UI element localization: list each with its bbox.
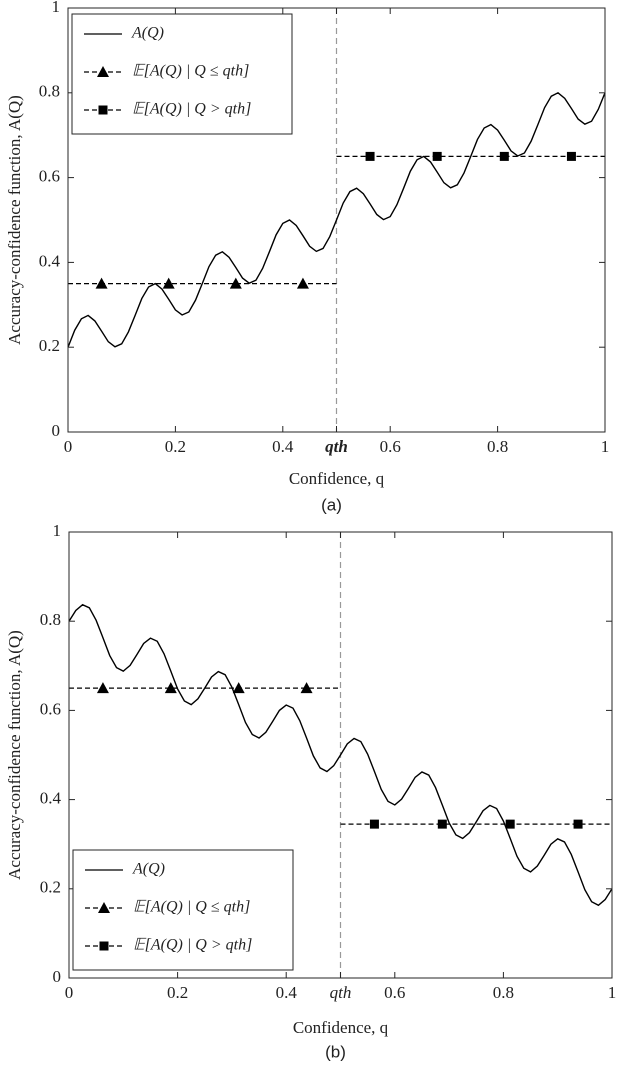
y-tick-label: 0.4 [40, 789, 62, 808]
legend-label: A(Q) [131, 25, 164, 42]
caption: (b) [325, 1042, 346, 1061]
y-tick-label: 0.8 [39, 82, 60, 101]
legend-label: A(Q) [132, 861, 165, 878]
x-tick-label: 0 [64, 437, 73, 456]
x-tick-label: 0.6 [384, 983, 405, 1002]
square-marker [437, 819, 447, 829]
x-tick-label: 0.8 [493, 983, 514, 1002]
x-tick-label: 0.4 [276, 983, 298, 1002]
x-tick-label: 0.4 [272, 437, 294, 456]
x-tick-label: 0.2 [167, 983, 188, 1002]
y-axis-label: Accuracy-confidence function, A(Q) [5, 630, 24, 880]
y-tick-label: 0 [52, 421, 61, 440]
x-tick-label: 0.2 [165, 437, 186, 456]
square-marker [573, 819, 583, 829]
legend: A(Q) 𝔼[A(Q) | Q ≤ qth] 𝔼[A(Q) | Q > qth] [71, 13, 293, 135]
y-tick-label: 0.6 [40, 699, 61, 718]
triangle-marker [162, 277, 175, 289]
curve [68, 603, 613, 907]
y-tick-label: 0.8 [40, 610, 61, 629]
x-tick-label: 0.6 [380, 437, 401, 456]
square-marker [566, 151, 576, 161]
x-axis-label: Confidence, q [289, 469, 385, 488]
legend-marker [98, 902, 110, 913]
y-tick-label: 0.6 [39, 167, 60, 186]
legend-label: 𝔼[A(Q) | Q > qth] [132, 101, 251, 118]
x-tick-label: 0 [65, 983, 74, 1002]
x-tick-label: 1 [601, 437, 610, 456]
legend-marker [97, 66, 109, 77]
triangle-marker [300, 682, 313, 694]
triangle-marker [95, 277, 108, 289]
y-tick-label: 0 [53, 967, 62, 986]
x-tick-label: qth [325, 437, 348, 456]
triangle-marker [164, 682, 177, 694]
y-tick-label: 1 [53, 521, 62, 540]
legend-label: 𝔼[A(Q) | Q > qth] [133, 937, 252, 954]
square-marker [505, 819, 515, 829]
square-marker [365, 151, 375, 161]
x-axis-label: Confidence, q [293, 1018, 389, 1037]
x-tick-label: 0.8 [487, 437, 508, 456]
triangle-marker [296, 277, 309, 289]
y-tick-label: 0.2 [40, 878, 61, 897]
legend-label: 𝔼[A(Q) | Q ≤ qth] [133, 899, 250, 916]
legend-marker [98, 105, 108, 115]
y-tick-label: 0.4 [39, 251, 61, 270]
triangle-marker [232, 682, 245, 694]
x-tick-label: qth [330, 983, 352, 1002]
square-marker [432, 151, 442, 161]
caption: (a) [321, 495, 342, 514]
square-marker [499, 151, 509, 161]
legend-marker [99, 941, 109, 951]
triangle-marker [229, 277, 242, 289]
legend: A(Q) 𝔼[A(Q) | Q ≤ qth] 𝔼[A(Q) | Q > qth] [72, 849, 294, 971]
square-marker [369, 819, 379, 829]
y-tick-label: 1 [52, 0, 61, 16]
x-tick-label: 1 [608, 983, 617, 1002]
legend-label: 𝔼[A(Q) | Q ≤ qth] [132, 63, 249, 80]
y-axis-label: Accuracy-confidence function, A(Q) [5, 95, 24, 345]
triangle-marker [96, 682, 109, 694]
curve [67, 91, 606, 348]
y-tick-label: 0.2 [39, 336, 60, 355]
